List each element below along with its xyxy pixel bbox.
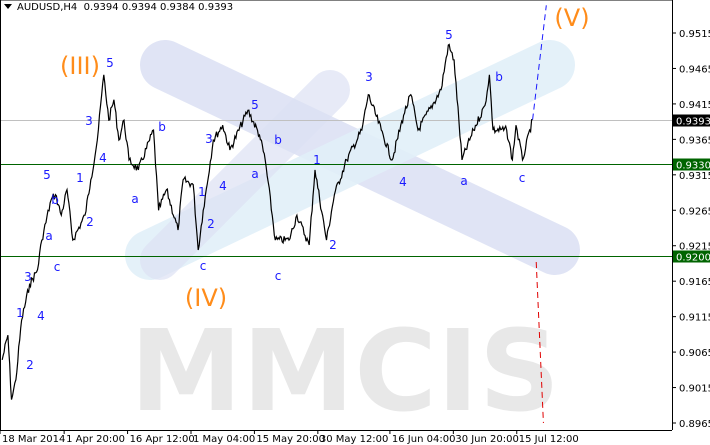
x-tick-label: 16 Apr 12:00	[130, 434, 195, 445]
forecast-down-line	[535, 262, 544, 424]
mmcis-watermark: MMCIS	[125, 40, 580, 437]
minor-wave-label: 1	[16, 306, 24, 320]
y-tick-label: 0.9415	[679, 100, 710, 111]
x-tick-label: 15 Jul 12:00	[519, 434, 579, 445]
support-price-label: 0.9200	[676, 253, 710, 264]
minor-wave-label: 5	[106, 56, 114, 70]
y-tick-label: 0.9165	[679, 277, 710, 288]
minor-wave-label: 2	[329, 238, 337, 252]
ohlc-values: 0.9394 0.9394 0.9384 0.9393	[83, 2, 234, 13]
minor-wave-label: a	[460, 174, 467, 188]
bid-price-tag	[673, 114, 710, 127]
minor-wave-label: 3	[205, 132, 213, 146]
minor-wave-label: 3	[85, 114, 93, 128]
minor-wave-label: c	[519, 171, 526, 185]
minor-wave-label: a	[251, 167, 258, 181]
y-tick-label: 0.9515	[679, 29, 710, 40]
x-tick-label: 18 Mar 2014	[2, 434, 65, 445]
minor-wave-label: c	[200, 259, 207, 273]
minor-wave-label: b	[495, 70, 503, 84]
minor-wave-label: 1	[76, 171, 84, 185]
minor-wave-label: 4	[219, 179, 227, 193]
minor-wave-label: b	[158, 120, 166, 134]
minor-wave-label: 2	[86, 215, 94, 229]
forecast-up-line	[532, 5, 547, 120]
x-tick-label: 16 Jun 04:00	[392, 434, 456, 445]
minor-wave-label: 4	[399, 175, 407, 189]
minor-wave-label: a	[45, 229, 52, 243]
minor-wave-label: 5	[43, 168, 51, 182]
y-tick-label: 0.8965	[679, 419, 710, 430]
support-price-tag	[673, 158, 710, 171]
minor-wave-label: 4	[99, 151, 107, 165]
y-tick-label: 0.9015	[679, 384, 710, 395]
minor-wave-label: a	[131, 192, 138, 206]
major-wave-label: (V)	[554, 4, 589, 32]
watermark-band	[140, 70, 350, 280]
minor-wave-label: 2	[26, 358, 34, 372]
minor-wave-label: c	[54, 260, 61, 274]
x-tick-label: 30 May 12:00	[320, 434, 389, 445]
minor-wave-label: 5	[445, 28, 453, 42]
x-tick-label: 15 May 20:00	[256, 434, 325, 445]
watermark-text: MMCIS	[130, 307, 560, 437]
x-tick-label: 1 May 04:00	[193, 434, 255, 445]
y-tick-label: 0.9365	[679, 135, 710, 146]
y-tick-label: 0.9315	[679, 171, 710, 182]
minor-wave-label: c	[275, 269, 282, 283]
major-wave-label: (IV)	[185, 284, 227, 312]
minor-wave-label: b	[51, 193, 59, 207]
time-axis: 18 Mar 2014 1 Apr 20:00 16 Apr 12:001 May …	[0, 430, 579, 445]
y-tick-label: 0.9065	[679, 348, 710, 359]
price-series	[1, 5, 547, 424]
bid-price-label: 0.9393	[676, 117, 710, 128]
minor-wave-label: b	[274, 133, 282, 147]
price-line	[1, 43, 533, 400]
minor-wave-label: 3	[24, 270, 32, 284]
minor-wave-label: 1	[198, 185, 206, 199]
minor-wave-label: 4	[37, 309, 45, 323]
horizontal-levels	[0, 120, 672, 257]
minor-wave-label: 2	[207, 217, 215, 231]
y-tick-label: 0.9465	[679, 64, 710, 75]
triangle-down-icon[interactable]	[4, 4, 12, 9]
y-tick-label: 0.9115	[679, 313, 710, 324]
minor-wave-label: 3	[365, 70, 373, 84]
y-tick-label: 0.9265	[679, 206, 710, 217]
price-axis: 0.9515 0.9465 0.9415 0.9365 0.9315 0.9265 0.92…	[0, 0, 710, 431]
x-tick-label: 30 Jun 20:00	[455, 434, 519, 445]
symbol-label: AUDUSD,H4	[17, 2, 78, 13]
x-tick-label: 1 Apr 20:00	[66, 434, 125, 445]
minor-wave-label: 5	[251, 98, 259, 112]
minor-wave-label: 1	[313, 153, 321, 167]
support-price-label: 0.9330	[676, 161, 710, 172]
y-tick-label: 0.9215	[679, 242, 710, 253]
major-wave-label: (III)	[60, 52, 100, 80]
support-price-tag	[673, 250, 710, 263]
chart-header: AUDUSD,H4 0.9394 0.9394 0.9384 0.9393	[4, 2, 233, 13]
